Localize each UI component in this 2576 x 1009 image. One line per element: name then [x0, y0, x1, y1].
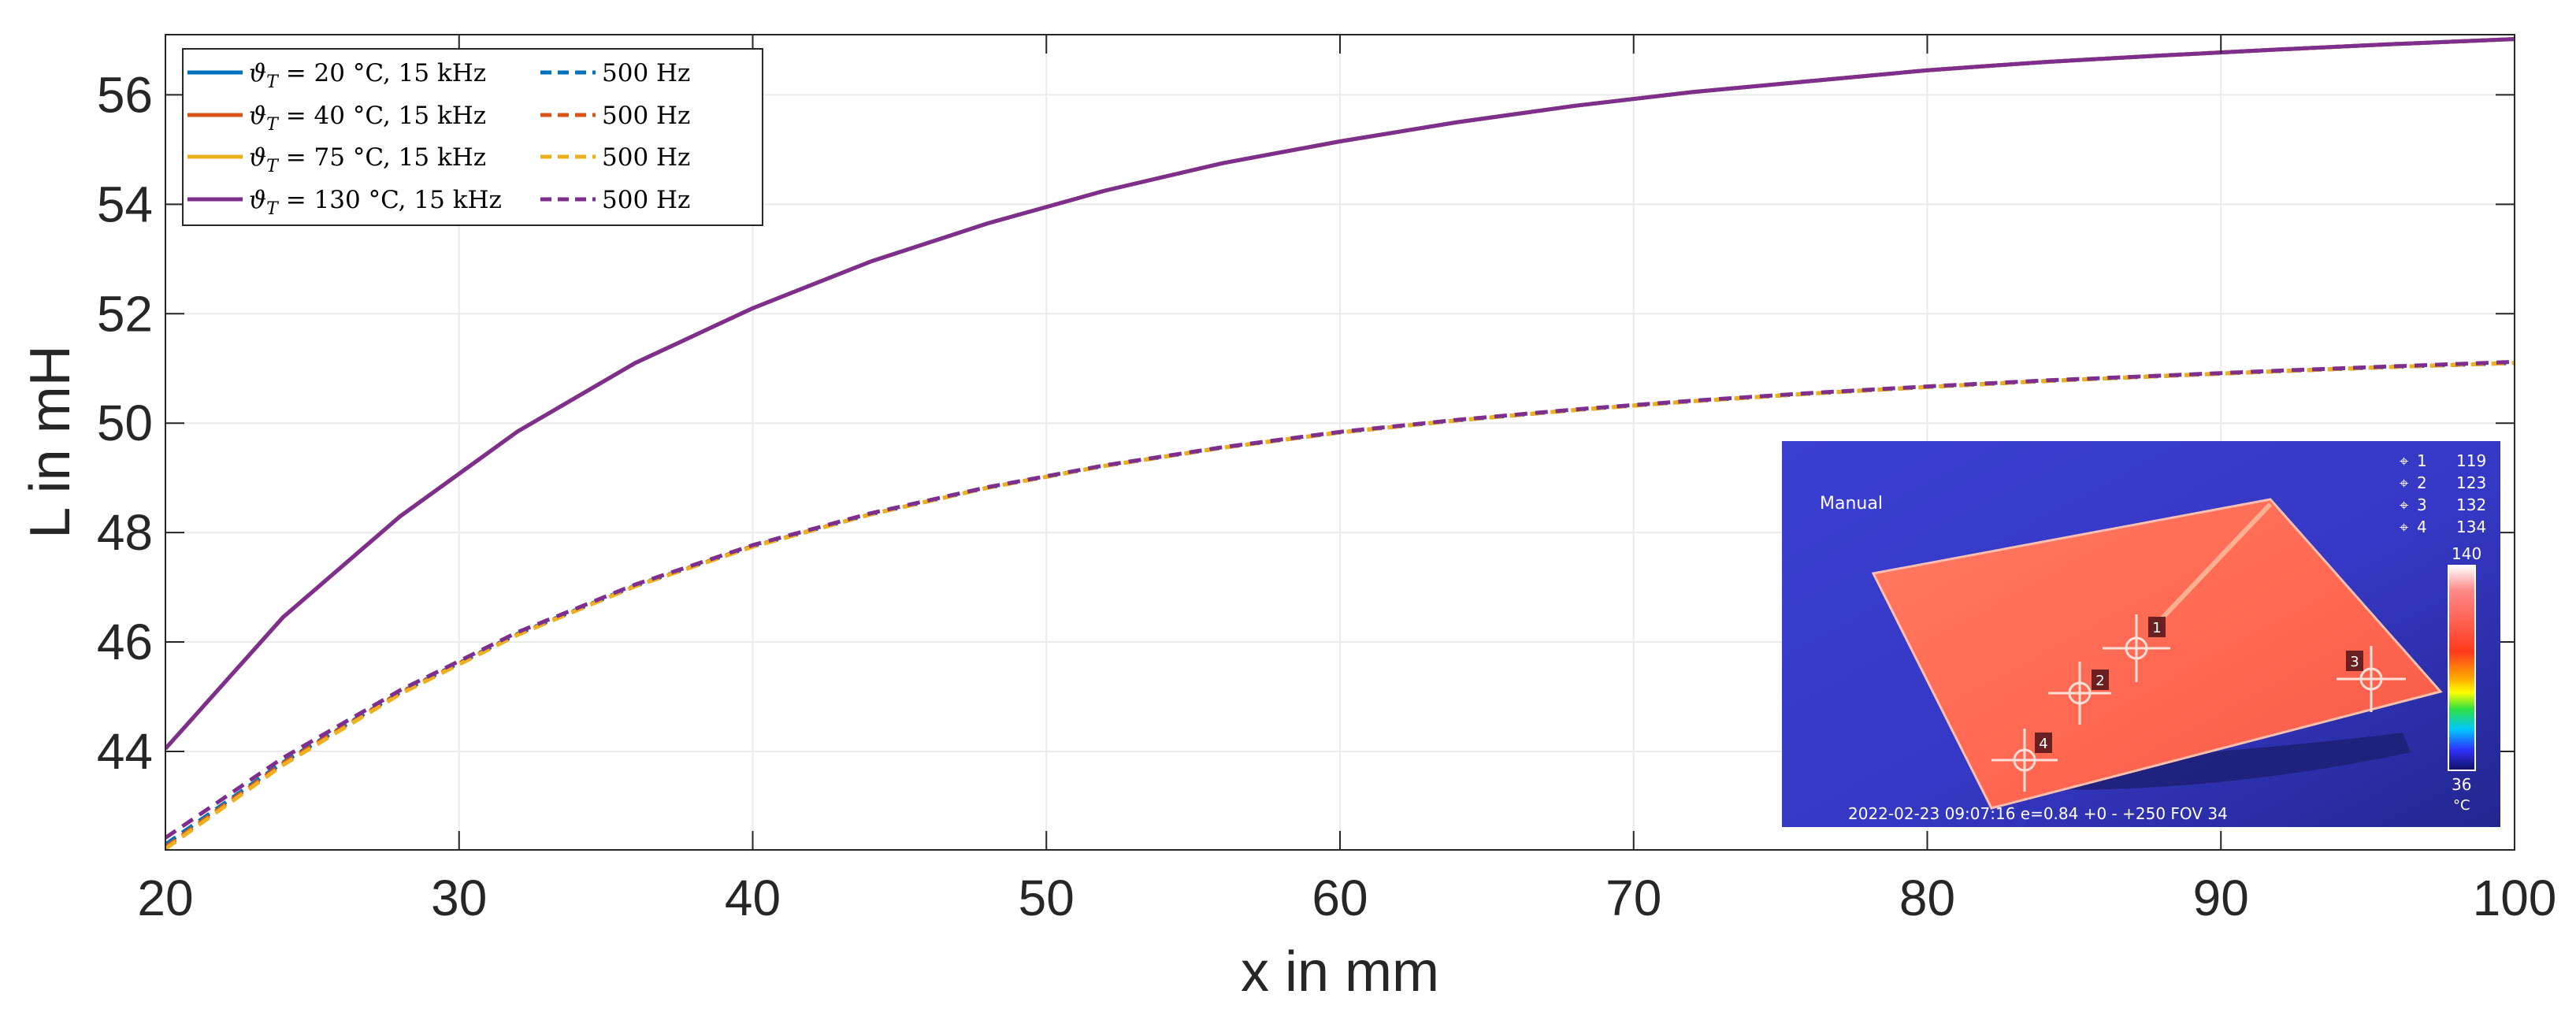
- legend-label: 500 Hz: [602, 59, 690, 87]
- y-tick-label: 54: [97, 176, 153, 232]
- y-tick-label: 48: [97, 504, 153, 561]
- thermal-footer: 2022-02-23 09:07:16 e=0.84 +0 - +250 FOV…: [1848, 804, 2228, 823]
- y-tick-label: 44: [97, 723, 153, 780]
- y-axis-label: L in mH: [19, 345, 82, 538]
- legend-label: 500 Hz: [602, 102, 690, 130]
- thermal-mode-label: Manual: [1820, 494, 1883, 514]
- x-tick-label: 70: [1605, 870, 1661, 926]
- measurement-spot-1: 1: [2103, 614, 2170, 682]
- readout-value: 119: [2456, 451, 2486, 470]
- thermal-image-inset: 1 2 3 4 Manual ⌖ 1 119 ⌖: [1782, 441, 2500, 827]
- readout-value: 123: [2456, 473, 2486, 492]
- readout-marker: 3: [2417, 495, 2427, 514]
- heating-wire: [2152, 502, 2273, 629]
- svg-text:1: 1: [2152, 620, 2161, 636]
- x-tick-label: 90: [2193, 870, 2249, 926]
- colorbar-min-label: 36: [2452, 775, 2471, 794]
- svg-text:⌖: ⌖: [2400, 473, 2408, 492]
- readout-marker: 2: [2417, 473, 2427, 492]
- svg-text:4: 4: [2039, 736, 2047, 752]
- legend-label: ϑT = 130 °C, 15 kHz: [249, 186, 502, 219]
- x-tick-label: 20: [137, 870, 193, 926]
- legend-label: 500 Hz: [602, 186, 690, 214]
- y-tick-label: 50: [97, 395, 153, 451]
- svg-text:⌖: ⌖: [2400, 517, 2408, 536]
- thermal-readouts: ⌖ 1 119 ⌖ 2 123 ⌖ 3 132 ⌖ 4 134: [2400, 451, 2486, 536]
- x-tick-label: 50: [1019, 870, 1075, 926]
- x-axis-label: x in mm: [1241, 940, 1439, 1003]
- readout-value: 132: [2456, 495, 2486, 514]
- legend-box: [182, 48, 763, 226]
- series-line-7: [165, 37, 2515, 751]
- legend-label: ϑT = 20 °C, 15 kHz: [249, 59, 486, 92]
- y-tick-label: 46: [97, 614, 153, 670]
- measurement-spot-3: 3: [2337, 646, 2406, 712]
- readout-marker: 4: [2417, 517, 2427, 536]
- x-tick-label: 80: [1899, 870, 1955, 926]
- x-tick-label: 60: [1312, 870, 1368, 926]
- thermal-colorbar: [2448, 565, 2476, 771]
- readout-value: 134: [2456, 517, 2486, 536]
- svg-text:3: 3: [2350, 654, 2359, 670]
- svg-text:2: 2: [2095, 673, 2104, 689]
- svg-text:⌖: ⌖: [2400, 495, 2408, 514]
- series-layer: [165, 37, 2515, 850]
- legend-label: ϑT = 40 °C, 15 kHz: [249, 102, 486, 135]
- x-tick-label: 30: [431, 870, 487, 926]
- legend: ϑT = 20 °C, 15 kHz 500 Hz ϑT = 40 °C, 15 k…: [182, 48, 763, 226]
- series-line-8: [165, 359, 2515, 840]
- measurement-spot-4: 4: [1991, 729, 2058, 792]
- series-line-6: [165, 361, 2515, 850]
- y-tick-label: 56: [97, 66, 153, 123]
- heated-plate: [1871, 498, 2443, 810]
- measurement-spot-2: 2: [2048, 662, 2111, 725]
- readout-marker: 1: [2417, 451, 2427, 470]
- x-tick-label: 100: [2473, 870, 2557, 926]
- legend-label: ϑT = 75 °C, 15 kHz: [249, 143, 486, 176]
- x-tick-label: 40: [725, 870, 781, 926]
- y-tick-label: 52: [97, 285, 153, 342]
- legend-label: 500 Hz: [602, 143, 690, 172]
- colorbar-max-label: 140: [2452, 544, 2481, 563]
- svg-text:⌖: ⌖: [2400, 451, 2408, 470]
- colorbar-unit-label: °C: [2453, 797, 2470, 814]
